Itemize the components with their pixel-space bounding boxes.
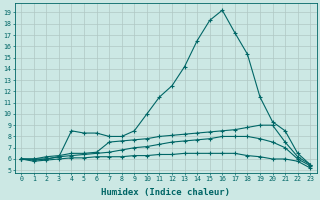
X-axis label: Humidex (Indice chaleur): Humidex (Indice chaleur) (101, 188, 230, 197)
